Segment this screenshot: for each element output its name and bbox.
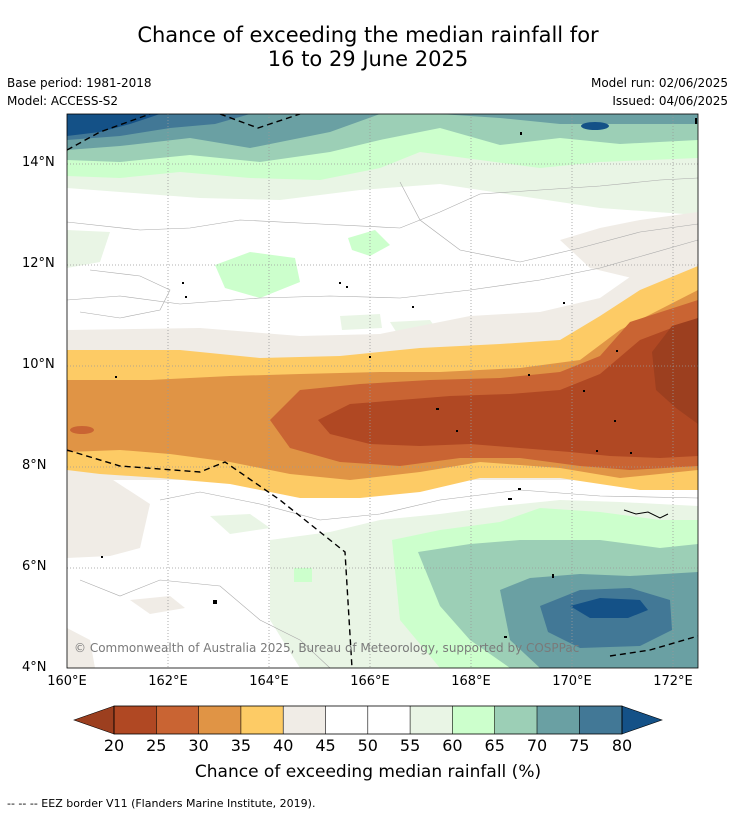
band-20-25	[318, 318, 698, 458]
colorbar-tick-40: 40	[273, 736, 294, 755]
map-title-line1: Chance of exceeding the median rainfall …	[137, 23, 599, 47]
contour-lines	[67, 177, 698, 668]
lon-tick-168e: 168°E	[451, 674, 491, 689]
lon-tick-170e: 170°E	[552, 674, 592, 689]
colorbar-segment-55-60	[410, 706, 453, 734]
patch-60-65-b	[348, 230, 390, 256]
lon-tick-162e: 162°E	[148, 674, 188, 689]
lat-tick-4n: 4°N	[22, 660, 47, 675]
patch-60-65-a	[215, 252, 300, 298]
colorbar-tick-20: 20	[103, 736, 125, 755]
colorbar-segment-25-30	[156, 706, 199, 734]
band-above80-north	[67, 114, 160, 136]
lat-tick-14n: 14°N	[22, 155, 55, 170]
map-title-line2: 16 to 29 June 2025	[267, 47, 469, 71]
patch-below20	[652, 318, 698, 424]
colorbar-segment-20-25	[114, 706, 157, 734]
eez-legend: -- -- -- EEZ border V11 (Flanders Marine…	[7, 797, 316, 810]
colorbar-tick-30: 30	[188, 736, 209, 755]
colorbar-label: Chance of exceeding median rainfall (%)	[194, 762, 542, 782]
gridlines	[67, 114, 698, 668]
colorbar-tick-55: 55	[399, 736, 421, 755]
colorbar-tick-75: 75	[569, 736, 590, 755]
colorbar-tick-45: 45	[315, 736, 336, 755]
colorbar-tick-25: 25	[146, 736, 167, 755]
colorbar-segment-75-80	[579, 706, 622, 734]
colorbar-segment-40-45	[283, 706, 326, 734]
colorbar-tick-70: 70	[526, 736, 548, 755]
rainfall-map	[67, 114, 698, 668]
issued-label: Issued: 04/06/2025	[612, 94, 728, 108]
islands	[101, 118, 697, 638]
patch-25-30-west	[70, 426, 94, 434]
colorbar-segment-35-40	[240, 706, 284, 734]
lon-tick-166e: 166°E	[350, 674, 390, 689]
patch-55-60-mid	[210, 514, 270, 534]
colorbar-tick-50: 50	[357, 736, 378, 755]
colorbar-tick-65: 65	[484, 736, 505, 755]
lat-tick-12n: 12°N	[22, 256, 55, 271]
model-label: Model: ACCESS-S2	[7, 94, 119, 108]
model-run-label: Model run: 02/06/2025	[590, 76, 728, 90]
lon-tick-164e: 164°E	[249, 674, 289, 689]
colorbar-segment-30-35	[198, 706, 241, 734]
patch-55-60-c	[67, 230, 110, 268]
lat-tick-8n: 8°N	[22, 458, 47, 473]
colorbar-tick-60: 60	[442, 736, 463, 755]
colorbar-arrow-high	[621, 705, 663, 735]
map-frame	[66, 113, 699, 669]
colorbar-segment-50-55	[367, 706, 411, 734]
patch-above80-north	[581, 122, 609, 130]
colorbar-segment-60-65	[452, 706, 495, 734]
patch-above80-south	[570, 598, 648, 618]
colorbar-tick-80: 80	[611, 736, 633, 755]
eez-borders	[67, 114, 698, 668]
lat-tick-6n: 6°N	[22, 559, 47, 574]
lon-tick-160e: 160°E	[47, 674, 87, 689]
lat-tick-10n: 10°N	[22, 357, 55, 372]
colorbar-tick-35: 35	[230, 736, 252, 755]
colorbar-segment-45-50	[325, 706, 368, 734]
band-70-75-north	[67, 114, 698, 150]
colorbar-segment-65-70	[494, 706, 537, 734]
patch-55-60-a	[340, 314, 382, 330]
colorbar-frame	[113, 705, 623, 735]
base-period-label: Base period: 1981-2018	[7, 76, 152, 90]
patch-40-45-west	[67, 478, 150, 558]
colorbar-arrow-low	[73, 705, 115, 735]
colorbar	[73, 705, 663, 735]
patch-40-45-south	[130, 596, 185, 614]
meta-left: Base period: 1981-2018 Model: ACCESS-S2	[7, 74, 152, 110]
patch-40-45-sw	[67, 628, 95, 668]
patch-60-65-south	[294, 568, 312, 582]
copyright-note: © Commonwealth of Australia 2025, Bureau…	[74, 641, 580, 655]
lon-tick-172e: 172°E	[653, 674, 693, 689]
meta-right: Model run: 02/06/2025 Issued: 04/06/2025	[591, 74, 728, 110]
colorbar-segment-70-75	[537, 706, 580, 734]
